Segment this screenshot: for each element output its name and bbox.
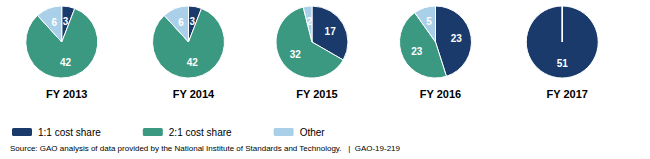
svg-text:3: 3: [63, 16, 69, 27]
svg-text:23: 23: [451, 33, 463, 44]
svg-text:3: 3: [190, 16, 196, 27]
svg-text:5: 5: [426, 16, 432, 27]
svg-text:51: 51: [557, 58, 569, 69]
svg-text:2:1 cost share: 2:1 cost share: [169, 127, 232, 138]
svg-text:6: 6: [178, 17, 184, 28]
svg-text:FY 2017: FY 2017: [547, 88, 588, 100]
svg-text:32: 32: [290, 49, 302, 60]
svg-text:17: 17: [325, 26, 337, 37]
svg-text:6: 6: [51, 17, 57, 28]
svg-text:42: 42: [187, 57, 199, 68]
svg-text:Other: Other: [300, 127, 326, 138]
svg-text:2: 2: [307, 16, 313, 27]
svg-text:Source: GAO analysis of data p: Source: GAO analysis of data provided by…: [10, 144, 401, 153]
svg-text:FY 2015: FY 2015: [296, 88, 337, 100]
svg-text:1:1 cost share: 1:1 cost share: [38, 127, 101, 138]
svg-text:FY 2013: FY 2013: [46, 88, 87, 100]
svg-text:FY 2014: FY 2014: [173, 88, 215, 100]
svg-text:FY 2016: FY 2016: [420, 88, 461, 100]
svg-text:42: 42: [60, 57, 72, 68]
svg-text:23: 23: [411, 46, 423, 57]
